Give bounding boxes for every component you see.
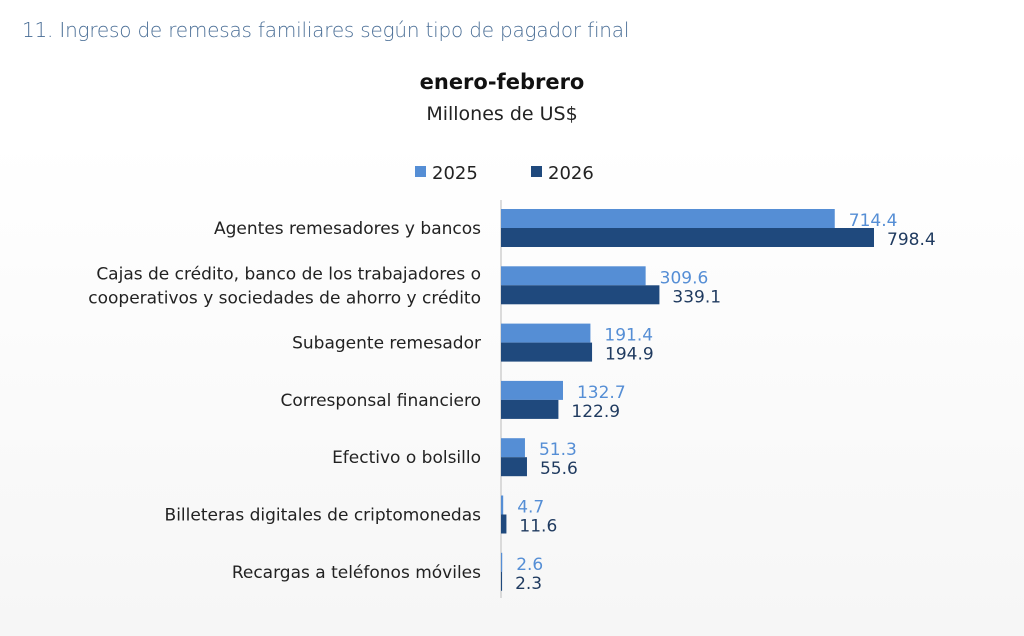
category-label-5: Billeteras digitales de criptomonedas [165, 506, 482, 526]
data-label-2025-4: 51.3 [539, 440, 577, 460]
category-label-3: Corresponsal financiero [281, 391, 481, 411]
category-label-0: Agentes remesadores y bancos [214, 219, 481, 239]
bar-2025-5 [501, 495, 504, 515]
bar-2026-4 [501, 457, 527, 477]
legend-swatch-2025 [415, 166, 426, 177]
data-label-2026-5: 11.6 [519, 517, 557, 537]
data-label-2025-0: 714.4 [849, 211, 898, 231]
data-label-2025-5: 4.7 [517, 498, 544, 518]
bar-2025-1 [501, 266, 646, 286]
category-label-6: Recargas a teléfonos móviles [232, 563, 481, 583]
chart-title: enero-febrero [419, 70, 585, 94]
category-label-1: Cajas de crédito, banco de los trabajado… [96, 264, 481, 284]
bar-2026-5 [501, 514, 507, 534]
data-label-2026-4: 55.6 [540, 459, 578, 479]
legend-label-2026: 2026 [548, 163, 594, 184]
bar-2025-2 [501, 323, 591, 343]
data-label-2025-3: 132.7 [577, 383, 626, 403]
figure-title: 11. Ingreso de remesas familiares según … [22, 18, 630, 42]
bar-2026-3 [501, 399, 559, 419]
bar-2026-0 [501, 228, 874, 247]
data-label-2026-6: 2.3 [515, 574, 542, 594]
data-label-2026-0: 798.4 [887, 230, 936, 250]
category-label-4: Efectivo o bolsillo [332, 448, 481, 468]
data-label-2025-6: 2.6 [516, 555, 543, 575]
bar-2025-4 [501, 438, 525, 458]
data-label-2025-2: 191.4 [604, 326, 653, 346]
category-label-1: cooperativos y sociedades de ahorro y cr… [88, 288, 481, 308]
chart-subtitle: Millones de US$ [426, 103, 578, 125]
bar-2025-0 [501, 209, 835, 228]
data-label-2026-1: 339.1 [672, 287, 721, 307]
legend-swatch-2026 [531, 166, 542, 177]
data-label-2025-1: 309.6 [660, 268, 709, 288]
legend-label-2025: 2025 [432, 163, 478, 184]
bar-2026-6 [501, 571, 503, 591]
bar-2026-2 [501, 342, 593, 362]
data-label-2026-2: 194.9 [605, 345, 654, 365]
bar-2025-3 [501, 380, 563, 400]
category-label-2: Subagente remesador [292, 334, 481, 354]
data-label-2026-3: 122.9 [571, 402, 620, 422]
bar-2026-1 [501, 285, 660, 305]
bar-2025-6 [501, 552, 503, 572]
